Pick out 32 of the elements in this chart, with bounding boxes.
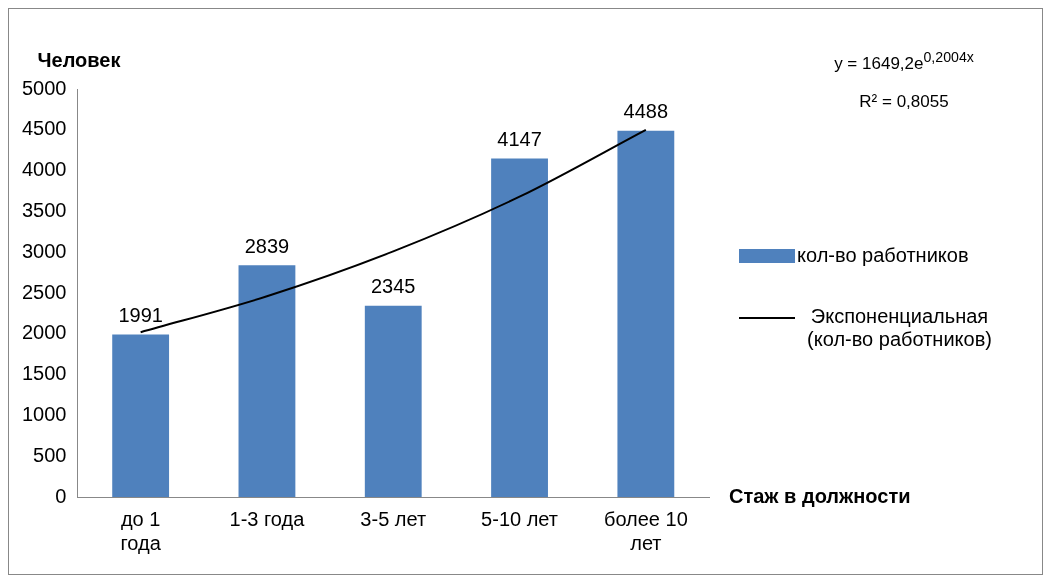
legend-label: кол-во работников (797, 244, 970, 267)
data-label: 4147 (497, 128, 542, 151)
bar (617, 130, 675, 497)
bar (491, 158, 548, 497)
y-tick-label: 3500 (21, 198, 67, 221)
text: R² = 0,8055 (858, 91, 950, 112)
data-label: 2345 (371, 275, 416, 298)
data-label: 1991 (118, 304, 163, 327)
y-tick-label: 5000 (21, 76, 67, 99)
bar (112, 334, 170, 497)
text: y = 1649,2e$^{0,2004x}$ (833, 49, 975, 74)
data-label: 2839 (244, 234, 290, 257)
bar (364, 305, 422, 497)
x-axis-title: Стаж в должности (729, 484, 911, 507)
bar (238, 265, 296, 497)
legend-label: Экспоненциальная (кол-во работников) (806, 305, 993, 351)
y-tick-label: 0 (55, 484, 67, 507)
x-tick-label: до 1 года (120, 507, 162, 554)
y-tick-label: 500 (33, 443, 67, 466)
x-tick-label: 3-5 лет (360, 507, 427, 530)
y-axis-title: Человек (37, 48, 122, 71)
data-label: 4488 (623, 100, 669, 123)
y-tick-label: 1000 (21, 402, 67, 425)
y-tick-label: 3000 (21, 239, 67, 262)
y-tick-label: 4000 (21, 158, 67, 181)
y-tick-label: 4500 (21, 117, 67, 140)
y-tick-label: 1500 (21, 362, 67, 385)
y-tick-label: 2000 (21, 321, 67, 344)
x-tick-label: более 10 лет (603, 507, 688, 554)
x-tick-label: 5-10 лет (481, 507, 558, 530)
y-tick-label: 2500 (21, 280, 67, 303)
x-tick-label: 1-3 года (229, 507, 306, 530)
